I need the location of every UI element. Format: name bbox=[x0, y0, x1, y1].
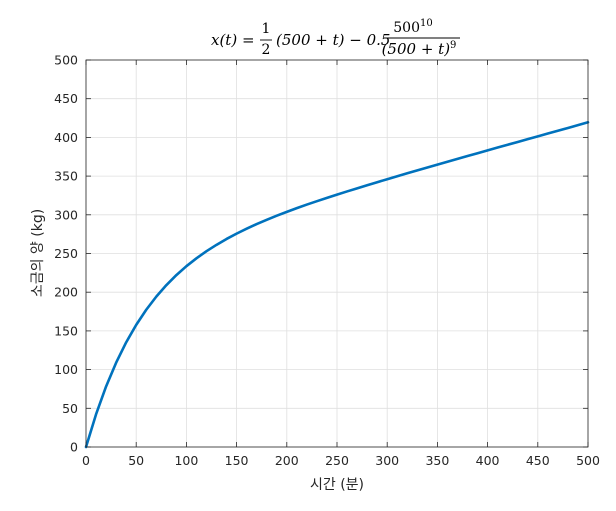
x-axis-label: 시간 (분) bbox=[310, 477, 364, 493]
series-layer bbox=[84, 121, 590, 449]
y-axis-label: 소금의 양 (kg) bbox=[30, 209, 46, 297]
y-tick-label: 450 bbox=[54, 91, 78, 106]
y-tick-label: 200 bbox=[54, 285, 78, 300]
title-fraction-denominator: (500 + t)9 bbox=[382, 40, 457, 58]
y-tick-label: 300 bbox=[54, 207, 78, 222]
ticks: 0 50 100 150 200 250 300 350 400 450 500 0 50 100 150 2… bbox=[54, 53, 600, 469]
y-tick-label: 400 bbox=[54, 130, 78, 145]
title-fraction-numerator-base: 500 bbox=[393, 20, 420, 36]
title-fraction-denominator-exponent: 9 bbox=[450, 40, 456, 51]
x-tick-label: 300 bbox=[375, 453, 399, 468]
y-tick-label: 500 bbox=[54, 53, 78, 68]
x-tick-label: 400 bbox=[476, 453, 500, 468]
y-tick-label: 150 bbox=[54, 323, 78, 338]
y-tick-label: 350 bbox=[54, 169, 78, 184]
title-middle: (500 + t) − 0.5 bbox=[276, 31, 390, 49]
x-tick-label: 50 bbox=[128, 453, 144, 468]
y-tick-label: 0 bbox=[70, 440, 78, 455]
x-tick-label: 150 bbox=[225, 453, 249, 468]
y-tick-label: 100 bbox=[54, 362, 78, 377]
y-tick-label: 250 bbox=[54, 246, 78, 261]
series-line bbox=[84, 121, 590, 449]
title-fraction-numerator-exponent: 10 bbox=[420, 18, 433, 29]
chart-title: x(t) = 1 2 (500 + t) − 0.5 50010 (500 + … bbox=[211, 18, 460, 58]
title-fraction-numerator: 50010 bbox=[393, 18, 432, 36]
x-tick-label: 200 bbox=[275, 453, 299, 468]
x-tick-label: 500 bbox=[576, 453, 600, 468]
y-tick-label: 50 bbox=[62, 401, 78, 416]
x-tick-label: 250 bbox=[325, 453, 349, 468]
x-tick-label: 0 bbox=[82, 453, 90, 468]
x-tick-label: 100 bbox=[174, 453, 198, 468]
title-lhs: x(t) = bbox=[211, 31, 255, 49]
x-tick-label: 350 bbox=[425, 453, 449, 468]
title-fraction-denominator-base: (500 + t) bbox=[382, 40, 451, 58]
title-half-denominator: 2 bbox=[262, 42, 271, 58]
x-tick-label: 450 bbox=[526, 453, 550, 468]
title-half-numerator: 1 bbox=[262, 21, 271, 37]
